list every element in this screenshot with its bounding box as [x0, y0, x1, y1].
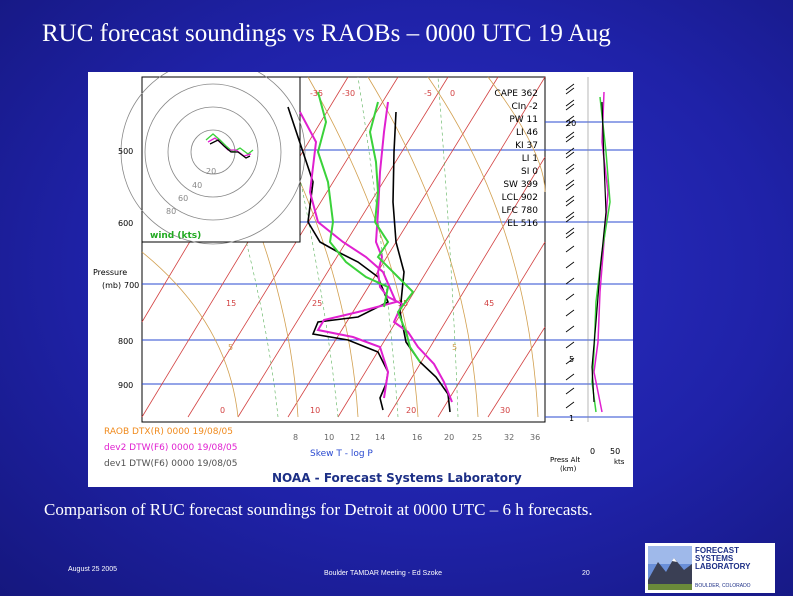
press-alt-label: Press Alt [550, 456, 580, 464]
pressure-700: 700 [124, 281, 139, 290]
iso-mid-45: 45 [484, 299, 494, 308]
mr-3: 12 [350, 433, 360, 442]
legend-dev1: dev1 DTW(F6) 0000 19/08/05 [104, 459, 237, 469]
index-el: EL 516 [507, 219, 538, 229]
press-alt-unit: (km) [560, 465, 577, 473]
mountain-icon [648, 546, 692, 590]
mr-7: 25 [472, 433, 482, 442]
mr-4: 14 [375, 433, 385, 442]
wind-speed-dev2 [593, 91, 609, 413]
iso-top-2: -30 [342, 89, 355, 98]
skewt-label: Skew T - log P [310, 449, 373, 459]
iso-mid-15: 15 [226, 299, 236, 308]
iso-mid-25: 25 [312, 299, 322, 308]
mr-2: 10 [324, 433, 334, 442]
fsl-logo: FORECAST SYSTEMS LABORATORY BOULDER, COL… [645, 543, 775, 593]
speed-axis-0: 0 [590, 447, 595, 456]
logo-line-3: LABORATORY [695, 562, 751, 571]
iso-low-10: 10 [310, 406, 320, 415]
raob-temperature [392, 111, 451, 413]
iso-row2-2: 5 [452, 343, 457, 352]
height-5: 5 [569, 355, 574, 364]
speed-axis-50: 50 [610, 447, 620, 456]
legend-raob: RAOB DTX(R) 0000 19/08/05 [104, 427, 233, 437]
height-1: 1 [569, 414, 574, 423]
footer-meeting: Boulder TAMDAR Meeting - Ed Szoke [324, 570, 443, 577]
hodo-ring-60: 60 [178, 194, 188, 203]
noaa-label: NOAA - Forecast Systems Laboratory [272, 471, 522, 485]
hodo-ring-20: 20 [206, 167, 216, 176]
iso-top-1: -35 [310, 89, 323, 98]
iso-row2-1: 5 [228, 343, 233, 352]
pressure-500: 500 [118, 147, 133, 156]
speed-unit: kts [614, 458, 625, 466]
hodo-ring-80: 80 [166, 207, 176, 216]
pressure-labels: 500 600 Pressure (mb) 700 800 900 [93, 147, 139, 390]
wind-panel: 20 5 1 [565, 77, 611, 423]
index-li-1: LI 46 [516, 128, 538, 138]
pressure-800: 800 [118, 337, 133, 346]
pressure-900: 900 [118, 381, 133, 390]
iso-low-20: 20 [406, 406, 416, 415]
pressure-axis-label: Pressure [93, 268, 127, 277]
pressure-600: 600 [118, 219, 133, 228]
slide-title: RUC forecast soundings vs RAOBs – 0000 U… [42, 20, 611, 47]
dev1-dewpoint [316, 91, 390, 308]
logo-line-2: SYSTEMS [695, 554, 734, 563]
dev1-temperature [368, 101, 421, 363]
iso-top-4: 0 [450, 89, 455, 98]
legend-dev2: dev2 DTW(F6) 0000 19/08/05 [104, 443, 237, 453]
logo-line-1: FORECAST [695, 546, 739, 555]
index-ki: KI 37 [515, 141, 538, 151]
iso-low-30: 30 [500, 406, 510, 415]
index-pw: PW 11 [509, 115, 538, 125]
index-lfc: LFC 780 [501, 206, 538, 216]
mr-6: 20 [444, 433, 454, 442]
legend: RAOB DTX(R) 0000 19/08/05 dev2 DTW(F6) 0… [104, 427, 237, 469]
mixing-ratio-labels: 8 10 12 14 16 20 25 32 36 [293, 433, 540, 442]
iso-top-3: -5 [424, 89, 432, 98]
stability-indices: CAPE 362 CIn -2 PW 11 LI 46 KI 37 LI 1 S… [494, 89, 538, 229]
hodograph-trace-raob [209, 139, 251, 159]
iso-low-0: 0 [220, 406, 225, 415]
index-cape: CAPE 362 [494, 89, 538, 99]
hodograph-inset: 20 40 60 80 wind (kts) [120, 72, 306, 245]
hodograph-trace-dev1 [205, 133, 254, 155]
index-cin: CIn -2 [512, 102, 538, 112]
wind-barbs [565, 83, 575, 409]
moist-adiabats [197, 76, 459, 418]
mr-1: 8 [293, 433, 298, 442]
isotherm-labels: -35 -30 -5 0 15 25 35 45 5 5 0 10 20 30 [220, 89, 510, 415]
logo-subtitle: BOULDER, COLORADO [695, 583, 751, 589]
skewt-svg: 20 40 60 80 wind (kts) 500 600 Pressure … [93, 72, 633, 485]
skewt-figure: 20 40 60 80 wind (kts) 500 600 Pressure … [88, 72, 633, 487]
index-li-2: LI 1 [522, 154, 538, 164]
logo-text: FORECAST SYSTEMS LABORATORY [695, 547, 773, 571]
mr-9: 36 [530, 433, 540, 442]
index-si: SI 0 [521, 167, 538, 177]
height-20: 20 [566, 119, 576, 128]
wind-speed-raob [591, 101, 607, 403]
pressure-unit-label: (mb) [102, 281, 121, 290]
hodograph-box [141, 76, 301, 243]
hodo-ring-40: 40 [192, 181, 202, 190]
wind-kts-label: wind (kts) [150, 231, 201, 241]
index-lcl: LCL 902 [502, 193, 538, 203]
profiles [287, 91, 453, 413]
mr-5: 16 [412, 433, 422, 442]
footer-date: August 25 2005 [68, 566, 118, 573]
index-sw: SW 399 [503, 180, 538, 190]
mr-8: 32 [504, 433, 514, 442]
slide-caption: Comparison of RUC forecast soundings for… [44, 500, 593, 519]
page-number: 20 [582, 570, 590, 577]
